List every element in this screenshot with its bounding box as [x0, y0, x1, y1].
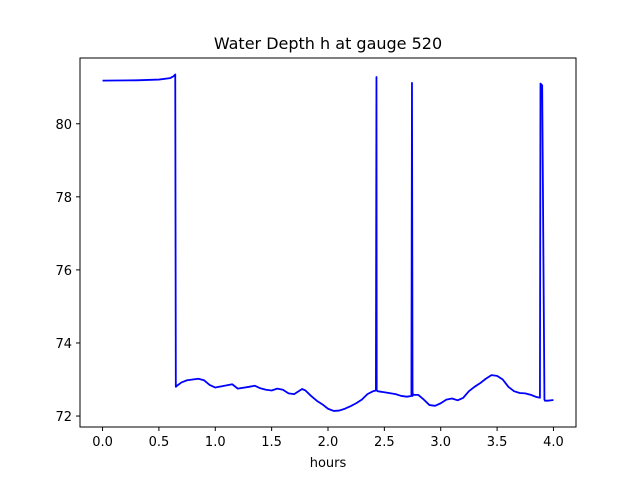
series-layer — [102, 73, 554, 412]
x-tick-label: 0.5 — [149, 435, 170, 450]
x-tick-label: 4.0 — [543, 435, 564, 450]
x-tick-label: 3.0 — [430, 435, 451, 450]
x-tick-label: 1.0 — [205, 435, 226, 450]
y-tick-label: 76 — [55, 264, 72, 279]
y-tick-label: 78 — [55, 191, 72, 206]
x-tick-label: 2.5 — [374, 435, 395, 450]
y-axis-ticks: 72 74 76 78 80 — [55, 118, 80, 425]
x-tick-label: 2.0 — [318, 435, 339, 450]
x-tick-label: 1.5 — [261, 435, 282, 450]
y-tick-label: 74 — [55, 337, 72, 352]
plot-frame — [79, 57, 577, 428]
x-tick-label: 3.5 — [487, 435, 508, 450]
y-tick-label: 72 — [55, 410, 72, 425]
y-tick-label: 80 — [55, 118, 72, 133]
chart-title: Water Depth h at gauge 520 — [214, 34, 442, 53]
plot-area — [80, 58, 576, 427]
x-axis-ticks: 0.0 0.5 1.0 1.5 2.0 2.5 3.0 3.5 4.0 — [92, 427, 564, 450]
x-axis-label: hours — [310, 456, 347, 471]
x-tick-label: 0.0 — [92, 435, 113, 450]
series-line — [102, 73, 554, 412]
